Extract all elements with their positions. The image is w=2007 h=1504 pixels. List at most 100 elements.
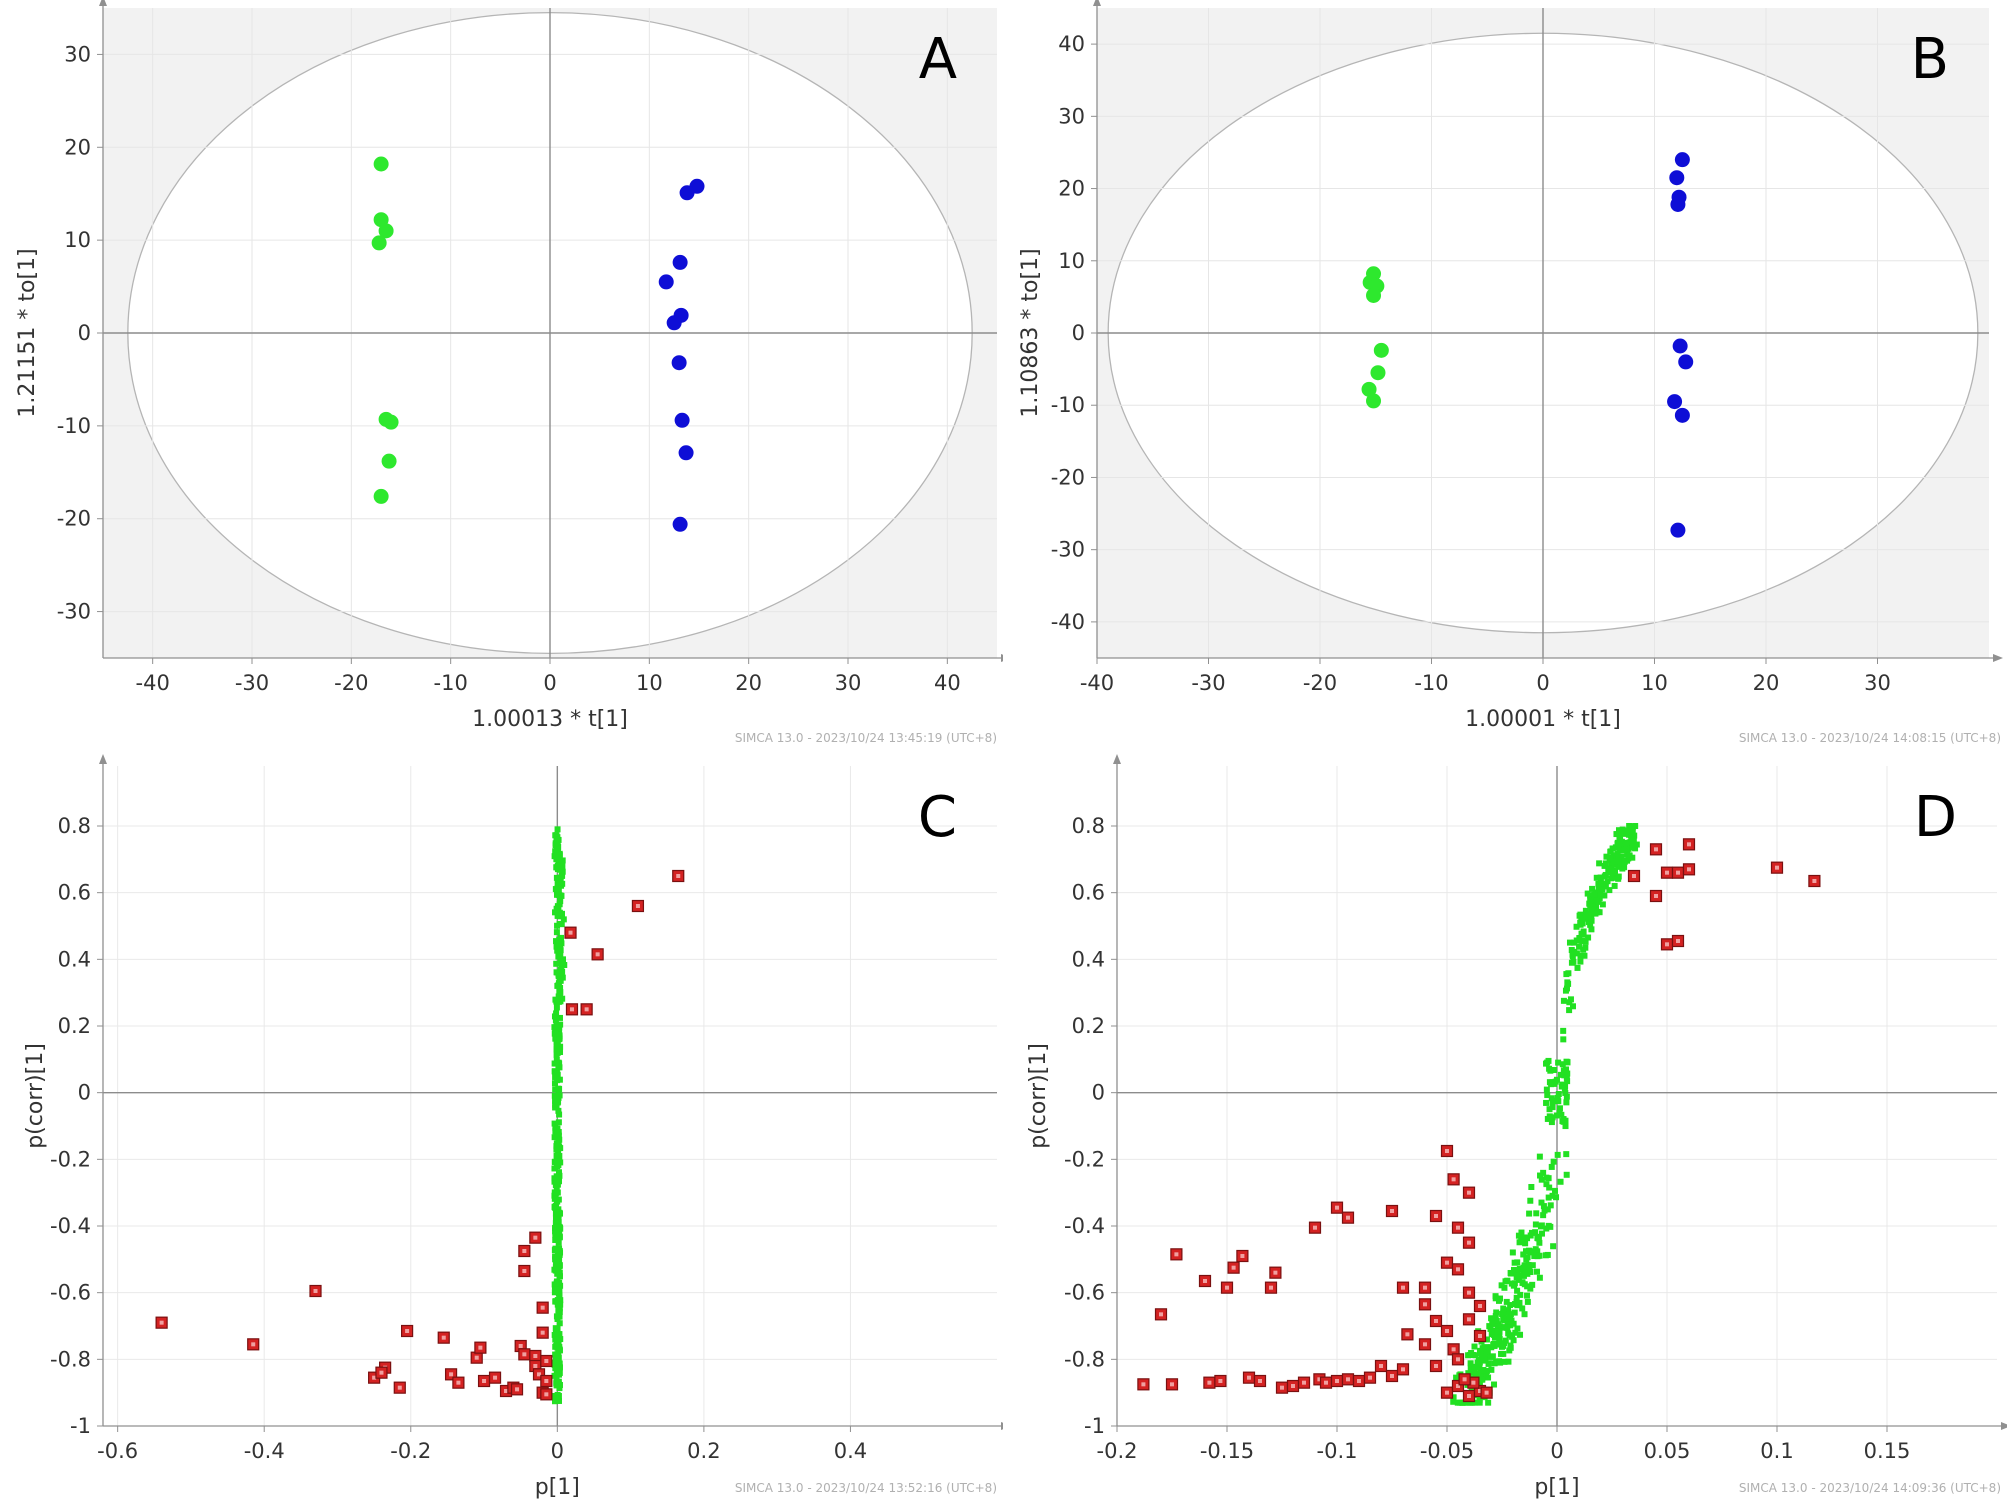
green-point bbox=[1485, 1360, 1492, 1367]
green-point bbox=[1549, 1104, 1556, 1111]
green-point bbox=[1585, 934, 1592, 941]
x-axis-label: 1.00001 * t[1] bbox=[1465, 707, 1621, 732]
loading-point-center bbox=[1258, 1379, 1262, 1383]
green-point bbox=[555, 1397, 562, 1404]
green-point bbox=[555, 1354, 562, 1361]
green-point bbox=[1476, 1396, 1483, 1403]
green-point bbox=[552, 1104, 559, 1111]
loading-point-center bbox=[1434, 1214, 1438, 1218]
green-point bbox=[1544, 1115, 1551, 1122]
loading-point-center bbox=[1445, 1329, 1449, 1333]
green-point bbox=[1604, 878, 1611, 885]
green-point bbox=[1621, 846, 1628, 853]
loading-point-center bbox=[544, 1392, 549, 1397]
green-point bbox=[556, 1048, 563, 1055]
score-point bbox=[666, 315, 682, 331]
green-point bbox=[1457, 1399, 1464, 1406]
x-tick-label: -0.1 bbox=[1317, 1439, 1358, 1463]
green-point bbox=[1592, 910, 1599, 917]
green-point bbox=[1626, 852, 1633, 859]
loading-point-center bbox=[1478, 1334, 1482, 1338]
loading-point-center bbox=[1467, 1190, 1471, 1195]
green-point bbox=[553, 1186, 560, 1193]
loading-point-center bbox=[1687, 867, 1691, 872]
green-point bbox=[1597, 890, 1604, 897]
green-point bbox=[555, 1381, 562, 1388]
green-point bbox=[1514, 1325, 1521, 1332]
green-point bbox=[1633, 841, 1640, 848]
green-point bbox=[553, 1370, 560, 1377]
green-point bbox=[1553, 1194, 1560, 1201]
x-tick-label: 0.05 bbox=[1644, 1439, 1691, 1463]
green-point bbox=[1529, 1262, 1536, 1269]
green-point bbox=[1488, 1366, 1495, 1373]
green-point bbox=[1563, 985, 1570, 992]
green-point bbox=[552, 1398, 559, 1405]
green-point bbox=[1530, 1249, 1537, 1256]
green-point bbox=[1591, 891, 1598, 898]
green-point bbox=[1493, 1317, 1500, 1324]
green-point bbox=[1580, 931, 1587, 938]
green-point bbox=[551, 1120, 558, 1127]
green-point bbox=[557, 1043, 564, 1050]
green-point bbox=[552, 909, 559, 916]
green-point bbox=[1549, 1192, 1556, 1199]
green-point bbox=[556, 1178, 563, 1185]
green-point bbox=[1532, 1246, 1539, 1253]
green-point bbox=[1563, 1074, 1570, 1081]
green-point bbox=[558, 921, 565, 928]
green-point bbox=[555, 1154, 562, 1161]
green-point bbox=[554, 891, 561, 898]
green-point bbox=[1496, 1328, 1503, 1335]
x-tick-label: 0 bbox=[1536, 671, 1549, 695]
green-point bbox=[557, 966, 564, 973]
green-point bbox=[555, 1218, 562, 1225]
green-point bbox=[555, 1206, 562, 1213]
green-point bbox=[1508, 1280, 1515, 1287]
y-tick-label: 0.2 bbox=[58, 1014, 91, 1038]
y-tick-label: -10 bbox=[57, 414, 91, 438]
panel-c: -0.6 -0.4 -0.2 0 0.2 0.4 -1 -0.8 -0.6 -0.4 -0.2 0 0.… bbox=[0, 750, 1011, 1500]
green-point bbox=[551, 1192, 558, 1199]
green-point bbox=[1556, 1109, 1563, 1116]
green-point bbox=[554, 982, 561, 989]
green-point bbox=[556, 1136, 563, 1143]
loading-point-center bbox=[1467, 1317, 1471, 1322]
green-point bbox=[1562, 1089, 1569, 1096]
green-point bbox=[1627, 826, 1634, 833]
green-point bbox=[552, 1016, 559, 1023]
green-point bbox=[1593, 902, 1600, 909]
score-point bbox=[671, 355, 687, 371]
green-point bbox=[1537, 1172, 1544, 1179]
loading-point-center bbox=[1676, 939, 1680, 943]
green-point bbox=[1526, 1210, 1533, 1217]
loading-point-center bbox=[676, 874, 681, 878]
y-axis-label: 1.21151 * to[1] bbox=[15, 248, 40, 417]
green-point bbox=[1483, 1336, 1490, 1343]
green-point bbox=[1514, 1287, 1521, 1294]
green-point bbox=[1528, 1184, 1535, 1191]
green-point bbox=[1512, 1329, 1519, 1336]
loading-point-center bbox=[522, 1269, 527, 1273]
score-point bbox=[373, 156, 389, 172]
green-point bbox=[551, 1013, 558, 1020]
loading-point-center bbox=[1207, 1380, 1212, 1385]
green-point bbox=[553, 1280, 560, 1287]
x-tick-label: -10 bbox=[434, 671, 468, 695]
green-point bbox=[1573, 937, 1580, 944]
green-point bbox=[555, 1094, 562, 1101]
score-point bbox=[381, 453, 397, 469]
green-point bbox=[553, 1071, 560, 1078]
green-point bbox=[1563, 1171, 1570, 1178]
green-point bbox=[1568, 959, 1575, 966]
loading-point-center bbox=[540, 1305, 545, 1310]
green-point bbox=[1503, 1298, 1510, 1305]
loading-point-center bbox=[1812, 879, 1817, 883]
loading-point-center bbox=[1231, 1265, 1236, 1270]
loading-point-center bbox=[1141, 1382, 1146, 1387]
green-point bbox=[1480, 1353, 1487, 1360]
green-point bbox=[553, 905, 560, 912]
x-tick-label: 10 bbox=[636, 671, 663, 695]
loading-point-center bbox=[1471, 1380, 1476, 1385]
green-point bbox=[559, 857, 566, 864]
